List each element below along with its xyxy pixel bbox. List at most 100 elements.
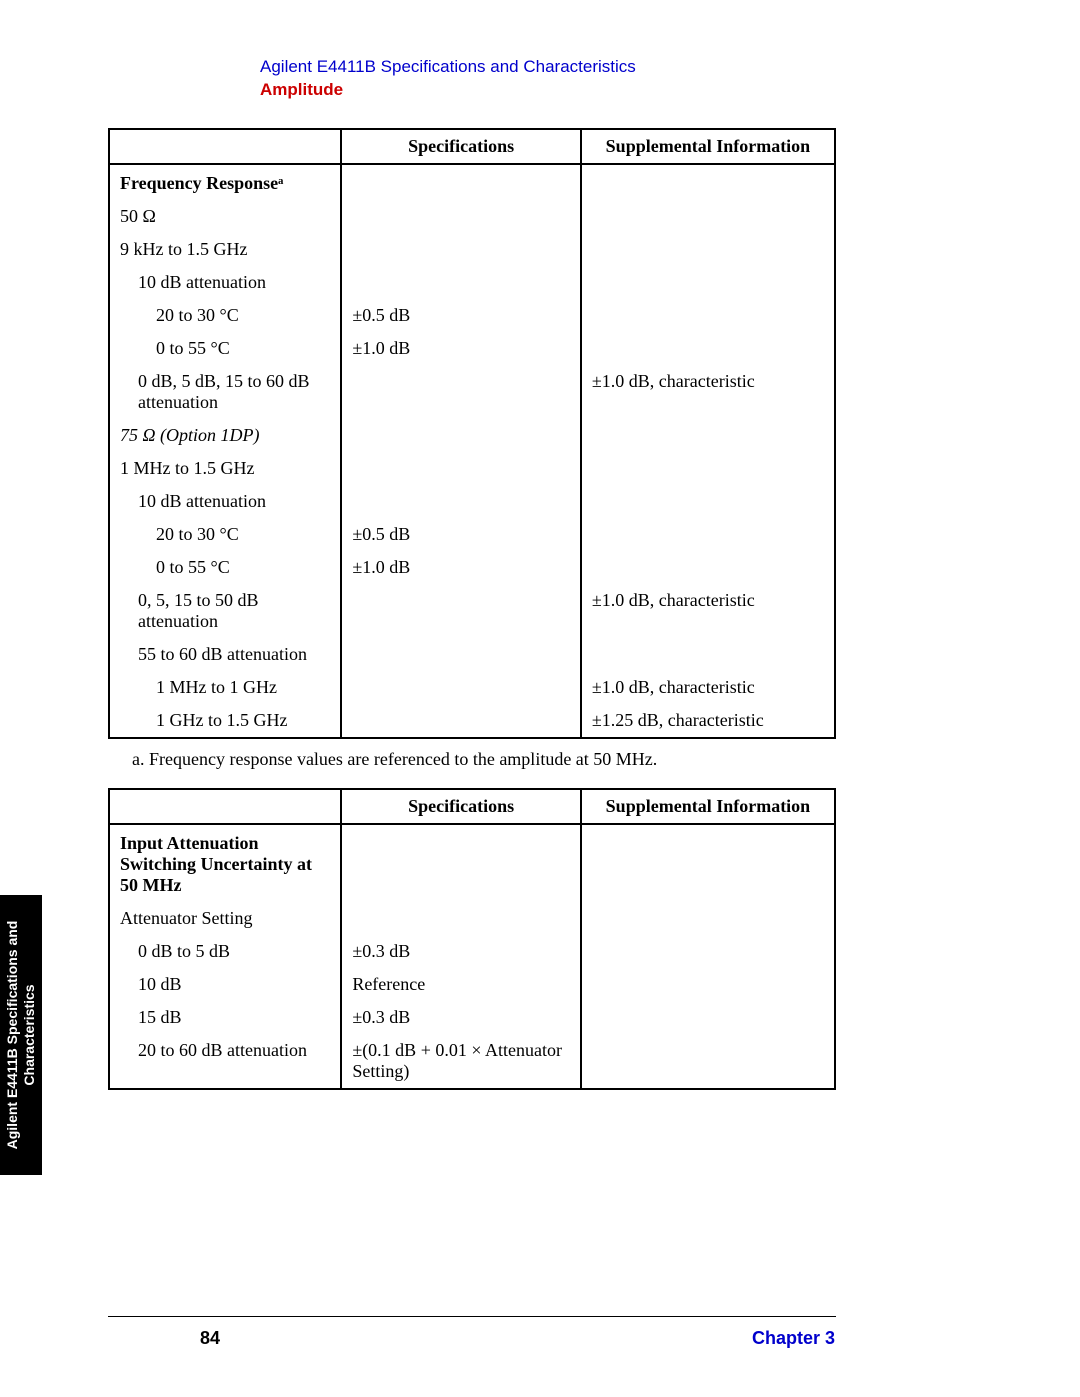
cell-spec: Reference [341, 968, 581, 1001]
table-row: 20 to 60 dB attenuation±(0.1 dB + 0.01 ×… [109, 1034, 835, 1089]
table-row: 55 to 60 dB attenuation [109, 638, 835, 671]
cell-supp: ±1.0 dB, characteristic [581, 365, 835, 419]
table-row: 10 dB attenuation [109, 485, 835, 518]
cell-spec: ±(0.1 dB + 0.01 × Attenuator Setting) [341, 1034, 581, 1089]
side-tab-line1: Agilent E4411B Specifications and [4, 921, 20, 1150]
footer-rule [108, 1316, 836, 1317]
cell-supp [581, 419, 835, 452]
cell-spec: ±1.0 dB [341, 551, 581, 584]
table-row: 0 to 55 °C±1.0 dB [109, 332, 835, 365]
cell-spec [341, 902, 581, 935]
cell-supp [581, 1001, 835, 1034]
cell-spec: ±0.5 dB [341, 299, 581, 332]
cell-spec [341, 233, 581, 266]
cell-spec [341, 485, 581, 518]
cell-label: 0 dB, 5 dB, 15 to 60 dB attenuation [109, 365, 341, 419]
cell-label: 50 Ω [109, 200, 341, 233]
cell-supp [581, 200, 835, 233]
cell-supp [581, 485, 835, 518]
table-row: 20 to 30 °C±0.5 dB [109, 518, 835, 551]
table2-head-label [109, 789, 341, 824]
table1-footnote: a. Frequency response values are referen… [132, 749, 836, 770]
cell-supp [581, 902, 835, 935]
table-row: 10 dBReference [109, 968, 835, 1001]
table-row: 15 dB±0.3 dB [109, 1001, 835, 1034]
table-input-attenuation: Specifications Supplemental Information … [108, 788, 836, 1090]
cell-label: 0 to 55 °C [109, 551, 341, 584]
header-title: Agilent E4411B Specifications and Charac… [260, 56, 636, 79]
cell-spec [341, 266, 581, 299]
table1-head-supp: Supplemental Information [581, 129, 835, 164]
table2-head-supp: Supplemental Information [581, 789, 835, 824]
table-row: 1 GHz to 1.5 GHz±1.25 dB, characteristic [109, 704, 835, 738]
cell-label: 10 dB attenuation [109, 485, 341, 518]
cell-supp [581, 164, 835, 200]
chapter-label: Chapter 3 [752, 1328, 835, 1349]
cell-spec [341, 638, 581, 671]
cell-supp [581, 266, 835, 299]
cell-supp [581, 299, 835, 332]
table-row: 20 to 30 °C±0.5 dB [109, 299, 835, 332]
cell-supp: ±1.0 dB, characteristic [581, 671, 835, 704]
page-header: Agilent E4411B Specifications and Charac… [260, 56, 636, 102]
cell-spec [341, 452, 581, 485]
table1-head-spec: Specifications [341, 129, 581, 164]
cell-supp [581, 551, 835, 584]
table-row: 1 MHz to 1.5 GHz [109, 452, 835, 485]
cell-spec [341, 164, 581, 200]
page-number: 84 [200, 1328, 220, 1349]
cell-spec [341, 824, 581, 902]
cell-label: 55 to 60 dB attenuation [109, 638, 341, 671]
table-frequency-response: Specifications Supplemental Information … [108, 128, 836, 739]
table1-head-label [109, 129, 341, 164]
cell-spec: ±1.0 dB [341, 332, 581, 365]
table-row: 0 dB to 5 dB±0.3 dB [109, 935, 835, 968]
cell-label: 20 to 60 dB attenuation [109, 1034, 341, 1089]
cell-label: Frequency Responseᵃ [109, 164, 341, 200]
table2-head-spec: Specifications [341, 789, 581, 824]
table1-head-row: Specifications Supplemental Information [109, 129, 835, 164]
cell-spec [341, 365, 581, 419]
cell-supp [581, 1034, 835, 1089]
cell-label: 20 to 30 °C [109, 299, 341, 332]
page: Agilent E4411B Specifications and Charac… [0, 0, 1080, 1397]
cell-label: 1 MHz to 1 GHz [109, 671, 341, 704]
cell-label: Input Attenuation Switching Uncertainty … [109, 824, 341, 902]
cell-spec [341, 704, 581, 738]
cell-label: 0 dB to 5 dB [109, 935, 341, 968]
cell-supp [581, 638, 835, 671]
cell-spec [341, 671, 581, 704]
side-tab-line2: Characteristics [21, 984, 37, 1085]
side-tab-text: Agilent E4411B Specifications and Charac… [4, 905, 38, 1165]
cell-label: 10 dB [109, 968, 341, 1001]
cell-spec [341, 200, 581, 233]
cell-label: 1 MHz to 1.5 GHz [109, 452, 341, 485]
table2-head-row: Specifications Supplemental Information [109, 789, 835, 824]
cell-spec [341, 584, 581, 638]
cell-supp: ±1.25 dB, characteristic [581, 704, 835, 738]
cell-label: 75 Ω (Option 1DP) [109, 419, 341, 452]
cell-label: 15 dB [109, 1001, 341, 1034]
cell-supp [581, 824, 835, 902]
cell-supp [581, 935, 835, 968]
table-row: 9 kHz to 1.5 GHz [109, 233, 835, 266]
cell-spec: ±0.5 dB [341, 518, 581, 551]
table-row: 0 dB, 5 dB, 15 to 60 dB attenuation ±1.0 … [109, 365, 835, 419]
cell-spec: ±0.3 dB [341, 1001, 581, 1034]
cell-supp [581, 968, 835, 1001]
cell-label: 0 to 55 °C [109, 332, 341, 365]
cell-supp [581, 233, 835, 266]
cell-label: 20 to 30 °C [109, 518, 341, 551]
cell-supp [581, 332, 835, 365]
cell-supp [581, 452, 835, 485]
cell-supp [581, 518, 835, 551]
table-row: Input Attenuation Switching Uncertainty … [109, 824, 835, 902]
table-row: 0, 5, 15 to 50 dB attenuation±1.0 dB, ch… [109, 584, 835, 638]
cell-spec: ±0.3 dB [341, 935, 581, 968]
table-row: 1 MHz to 1 GHz ±1.0 dB, characteristic [109, 671, 835, 704]
header-subtitle: Amplitude [260, 79, 636, 102]
cell-spec [341, 419, 581, 452]
cell-supp: ±1.0 dB, characteristic [581, 584, 835, 638]
table-row: Frequency Responseᵃ [109, 164, 835, 200]
cell-label: 9 kHz to 1.5 GHz [109, 233, 341, 266]
